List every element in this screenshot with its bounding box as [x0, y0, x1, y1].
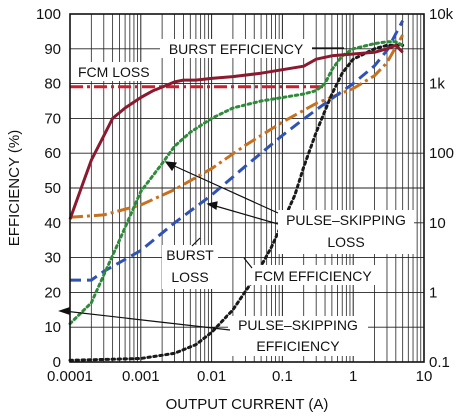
x-tick-label: 0.0001: [47, 368, 93, 385]
annotation-burst-loss-line2: LOSS: [171, 269, 208, 285]
plot-frame: [69, 13, 425, 363]
series-pulse-skipping-efficiency: [68, 40, 405, 326]
annotation-burst-efficiency: BURST EFFICIENCY: [169, 41, 304, 57]
y-tick-label: 10: [44, 319, 61, 336]
x-tick-label: 0.001: [122, 368, 160, 385]
annotation-bg-fcm-loss: [73, 62, 153, 81]
y-tick-label: 70: [44, 110, 61, 127]
annotation-bg-fcm-efficiency: [246, 265, 380, 285]
y-axis-label: EFFICIENCY (%): [6, 130, 23, 246]
arrow-ps-loss-1: [169, 163, 279, 214]
y2-tick-label: 10: [429, 215, 446, 232]
series-fcm-efficiency: [68, 43, 405, 362]
annotation-bg-pulse-skipping-efficiency: [228, 316, 368, 356]
arrow-burst-loss: [191, 237, 201, 247]
series-burst-efficiency: [68, 43, 404, 220]
annotation-burst-loss: BURST: [166, 247, 214, 263]
y-tick-label: 20: [44, 284, 61, 301]
y-tick-label: 50: [44, 180, 61, 197]
annotation-fcm-efficiency: FCM EFFICIENCY: [254, 268, 372, 284]
annotation-pulse-skipping-efficiency-line2: EFFICIENCY: [256, 338, 340, 354]
y2-tick-label: 0.1: [429, 354, 450, 371]
annotation-fcm-loss: FCM LOSS: [78, 64, 150, 80]
x-tick-label: 1: [349, 368, 357, 385]
arrow-fcm-eff: [243, 257, 253, 269]
x-tick-label: 0.1: [272, 368, 293, 385]
arrowhead-ps-eff: [58, 307, 70, 315]
annotation-bg-pulse-skipping-loss: [278, 210, 414, 254]
y-tick-label: 40: [44, 215, 61, 232]
curves: [68, 19, 405, 362]
y-tick-label: 30: [44, 250, 61, 267]
x-tick-label: 10: [416, 368, 433, 385]
annotation-bg-burst-efficiency: [160, 39, 312, 58]
y-tick-label: 0: [53, 354, 61, 371]
x-axis-label: OUTPUT CURRENT (A): [166, 396, 329, 413]
arrow-ps-eff: [63, 310, 231, 331]
arrowhead-ps-loss-2: [206, 201, 218, 210]
x-tick-label: 0.01: [197, 368, 226, 385]
annotation-pulse-skipping-loss-line2: LOSS: [327, 234, 364, 250]
annotations: BURST EFFICIENCY FCM LOSS PULSE–SKIPPING…: [58, 39, 414, 356]
annotation-bg-burst-loss: [162, 245, 218, 289]
annotation-pulse-skipping-efficiency: PULSE–SKIPPING: [238, 317, 358, 333]
y2-tick-label: 100: [429, 145, 454, 162]
tick-labels: 0.0001 0.001 0.01 0.1 1 100102030405060708090…: [36, 6, 454, 385]
y-tick-label: 100: [36, 6, 61, 23]
annotation-pulse-skipping-loss: PULSE–SKIPPING: [286, 212, 406, 228]
y2-tick-label: 1k: [429, 76, 445, 93]
y-tick-label: 90: [44, 41, 61, 58]
arrowhead-ps-loss-1: [164, 161, 177, 172]
arrow-ps-loss-2: [211, 204, 279, 225]
y-tick-label: 60: [44, 145, 61, 162]
series-burst-loss: [70, 19, 405, 282]
y-tick-label: 80: [44, 76, 61, 93]
y2-tick-label: 1: [429, 284, 437, 301]
y2-tick-label: 10k: [429, 6, 454, 23]
